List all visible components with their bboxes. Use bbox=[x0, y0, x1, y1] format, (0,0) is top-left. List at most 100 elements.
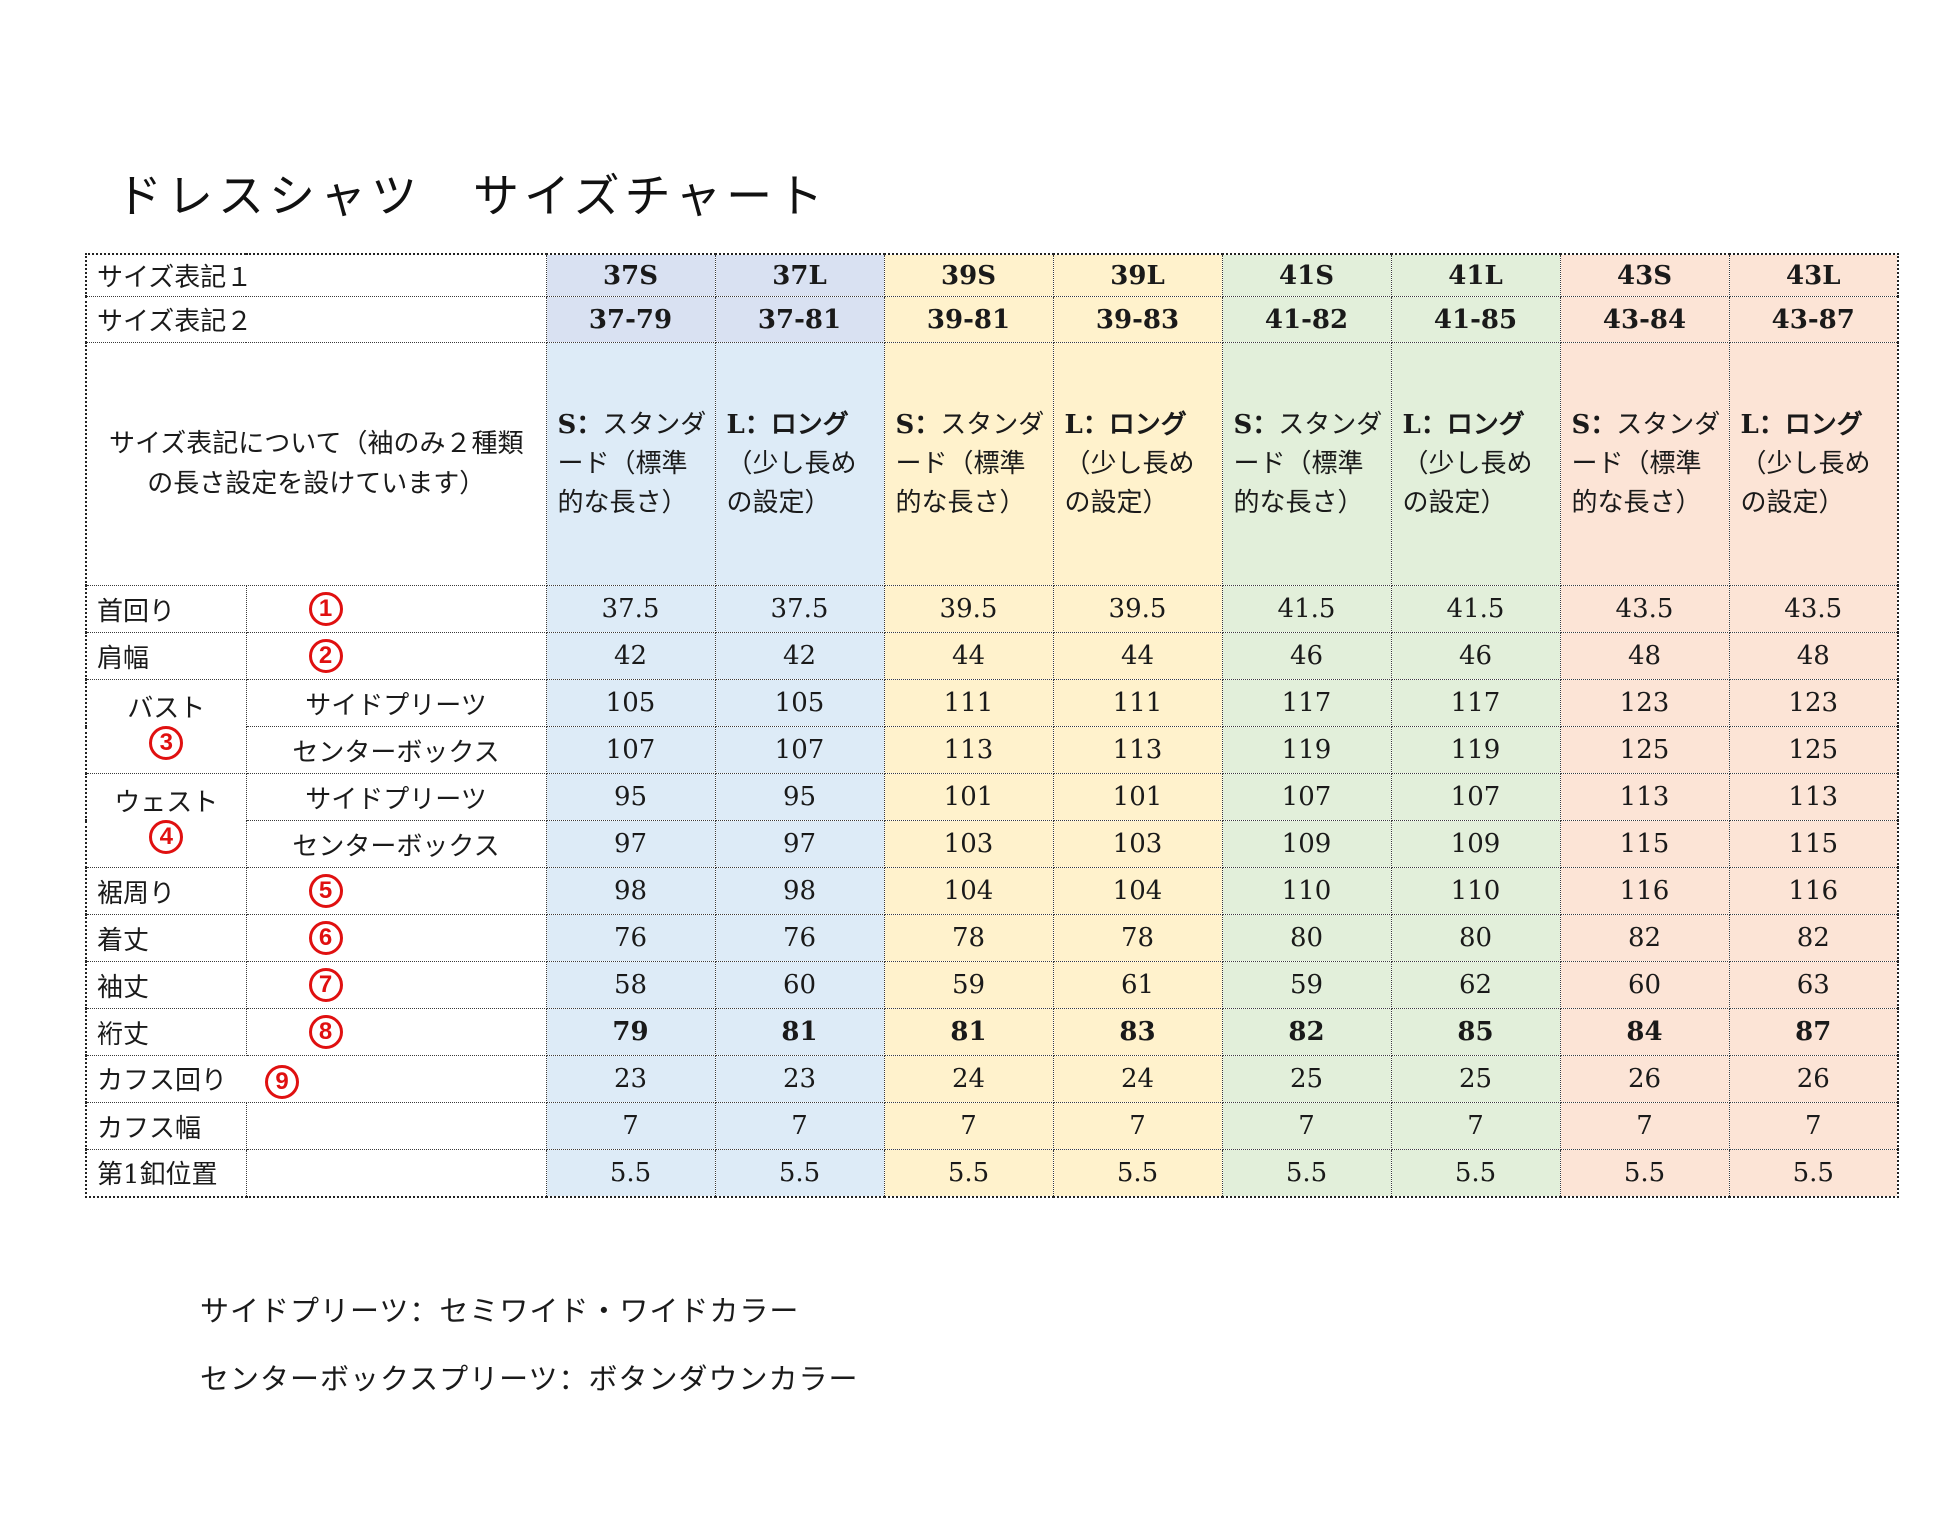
size-value-cell: 80 bbox=[1221, 914, 1392, 962]
size-value-cell: 26 bbox=[1728, 1055, 1899, 1103]
size-code-cell: 39-81 bbox=[883, 296, 1054, 343]
header-row-2: サイズ表記２ 37-79 37-81 39-81 39-83 41-82 41-85 43-8… bbox=[85, 296, 1899, 343]
size-value-cell: 5.5 bbox=[714, 1149, 885, 1197]
table-row: 首回り 1 37.5 37.5 39.5 39.5 41.5 41.5 43.5 43.5 bbox=[85, 585, 1899, 633]
circle-number-cell bbox=[245, 1102, 547, 1150]
size-code-cell: 43-84 bbox=[1559, 296, 1730, 343]
circle-number-cell: 2 bbox=[245, 632, 547, 680]
table-row: 第1釦位置 5.5 5.5 5.5 5.5 5.5 5.5 5.5 5.5 bbox=[85, 1149, 1899, 1197]
table-row: 袖丈 7 58 60 59 61 59 62 60 63 bbox=[85, 961, 1899, 1009]
size-value-cell: 117 bbox=[1390, 679, 1561, 727]
size-value-cell: 24 bbox=[1052, 1055, 1223, 1103]
size-value-cell: 43.5 bbox=[1559, 585, 1730, 633]
size-value-cell: 59 bbox=[883, 961, 1054, 1009]
size-value-cell: 105 bbox=[714, 679, 885, 727]
size-type-lead: L：ロング bbox=[1402, 409, 1525, 440]
size-value-cell: 39.5 bbox=[1052, 585, 1223, 633]
size-value-cell: 119 bbox=[1390, 726, 1561, 774]
footer-note-center-box-pleats: センターボックスプリーツ：ボタンダウンカラー bbox=[200, 1362, 859, 1396]
circled-number-8: 8 bbox=[308, 1015, 343, 1049]
size-value-cell: 123 bbox=[1728, 679, 1899, 727]
size-code-cell: 41-85 bbox=[1390, 296, 1561, 343]
size-value-cell: 98 bbox=[714, 867, 885, 915]
size-type-rest: （少し長めの設定） bbox=[1064, 448, 1195, 518]
size-value-cell: 116 bbox=[1728, 867, 1899, 915]
size-value-cell: 7 bbox=[714, 1102, 885, 1150]
size-value-cell: 5.5 bbox=[545, 1149, 716, 1197]
sub-label-cell: サイドプリーツ bbox=[245, 679, 547, 727]
size-value-cell: 46 bbox=[1390, 632, 1561, 680]
circled-number-1: 1 bbox=[308, 592, 343, 626]
size-type-description-cell: L：ロング （少し長めの設定） bbox=[1390, 342, 1561, 586]
size-type-lead: L：ロング bbox=[726, 409, 849, 440]
size-type-description-cell: L：ロング （少し長めの設定） bbox=[1052, 342, 1223, 586]
size-value-cell: 5.5 bbox=[1390, 1149, 1561, 1197]
size-value-cell: 7 bbox=[1559, 1102, 1730, 1150]
group-label-text: バスト bbox=[127, 693, 206, 724]
size-type-description-cell: S：スタンダード（標準的な長さ） bbox=[1221, 342, 1392, 586]
size-value-cell: 82 bbox=[1559, 914, 1730, 962]
size-value-cell: 76 bbox=[714, 914, 885, 962]
size-value-cell: 39.5 bbox=[883, 585, 1054, 633]
size-value-cell: 103 bbox=[1052, 820, 1223, 868]
size-value-cell: 58 bbox=[545, 961, 716, 1009]
circled-number-2: 2 bbox=[308, 639, 343, 673]
size-value-cell: 104 bbox=[1052, 867, 1223, 915]
size-value-cell: 25 bbox=[1390, 1055, 1561, 1103]
size-value-cell: 81 bbox=[883, 1008, 1054, 1056]
size-value-cell: 7 bbox=[1221, 1102, 1392, 1150]
size-value-cell: 42 bbox=[714, 632, 885, 680]
table-row: ウェスト 4 サイドプリーツ 95 95 101 101 107 107 113 113 bbox=[85, 773, 1899, 868]
size-value-cell: 97 bbox=[714, 820, 885, 868]
table-row: センターボックス 97 97 103 103 109 109 115 115 bbox=[86, 820, 1899, 868]
description-label: サイズ表記について（袖のみ２種類の長さ設定を設けています） bbox=[85, 342, 547, 586]
footer-notes: サイドプリーツ：セミワイド・ワイドカラー センターボックスプリーツ：ボタンダウン… bbox=[200, 1288, 859, 1424]
size-value-cell: 84 bbox=[1559, 1008, 1730, 1056]
size-value-cell: 97 bbox=[545, 820, 716, 868]
size-value-cell: 82 bbox=[1221, 1008, 1392, 1056]
size-value-cell: 24 bbox=[883, 1055, 1054, 1103]
size-code-cell: 43S bbox=[1559, 253, 1730, 297]
size-value-cell: 5.5 bbox=[1728, 1149, 1899, 1197]
size-value-cell: 7 bbox=[1052, 1102, 1223, 1150]
circle-number-cell: 8 bbox=[245, 1008, 547, 1056]
size-type-lead: L：ロング bbox=[1740, 409, 1863, 440]
size-value-cell: 43.5 bbox=[1728, 585, 1899, 633]
size-value-cell: 125 bbox=[1559, 726, 1730, 774]
row-label-cell: 裾周り bbox=[85, 867, 247, 915]
size-value-cell: 101 bbox=[883, 773, 1054, 821]
row-label-cell: 肩幅 bbox=[85, 632, 247, 680]
size-value-cell: 82 bbox=[1728, 914, 1899, 962]
size-value-cell: 7 bbox=[883, 1102, 1054, 1150]
size-type-rest: （少し長めの設定） bbox=[726, 448, 857, 518]
size-value-cell: 107 bbox=[1390, 773, 1561, 821]
size-code-cell: 43L bbox=[1728, 253, 1899, 297]
size-type-rest: スタンダード（標準的な長さ） bbox=[895, 409, 1045, 518]
table-row: カフス回り 9 23 23 24 24 25 25 26 26 bbox=[85, 1055, 1899, 1103]
group-circle-wrap: 4 bbox=[87, 820, 245, 855]
circled-number-4: 4 bbox=[149, 820, 184, 855]
row-label-cell: 首回り bbox=[85, 585, 247, 633]
size-type-description-cell: S：スタンダード（標準的な長さ） bbox=[1559, 342, 1730, 586]
size-value-cell: 113 bbox=[1559, 773, 1730, 821]
size-value-cell: 80 bbox=[1390, 914, 1561, 962]
size-value-cell: 48 bbox=[1728, 632, 1899, 680]
size-code-cell: 37S bbox=[545, 253, 716, 297]
size-value-cell: 109 bbox=[1390, 820, 1561, 868]
table-row: 裾周り 5 98 98 104 104 110 110 116 116 bbox=[85, 867, 1899, 915]
size-type-lead: S： bbox=[895, 409, 941, 440]
row-label-cell: 第1釦位置 bbox=[85, 1149, 247, 1197]
size-code-cell: 39-83 bbox=[1052, 296, 1223, 343]
size-type-rest: スタンダード（標準的な長さ） bbox=[1571, 409, 1721, 518]
size-value-cell: 48 bbox=[1559, 632, 1730, 680]
size-value-cell: 61 bbox=[1052, 961, 1223, 1009]
size-code-cell: 41-82 bbox=[1221, 296, 1392, 343]
circled-number-9: 9 bbox=[265, 1064, 300, 1099]
size-type-description-cell: S：スタンダード（標準的な長さ） bbox=[883, 342, 1054, 586]
size-type-lead: S： bbox=[1571, 409, 1617, 440]
size-value-cell: 107 bbox=[1221, 773, 1392, 821]
row-label-cell: 裄丈 bbox=[85, 1008, 247, 1056]
size-value-cell: 60 bbox=[714, 961, 885, 1009]
size-type-lead: S： bbox=[1233, 409, 1279, 440]
